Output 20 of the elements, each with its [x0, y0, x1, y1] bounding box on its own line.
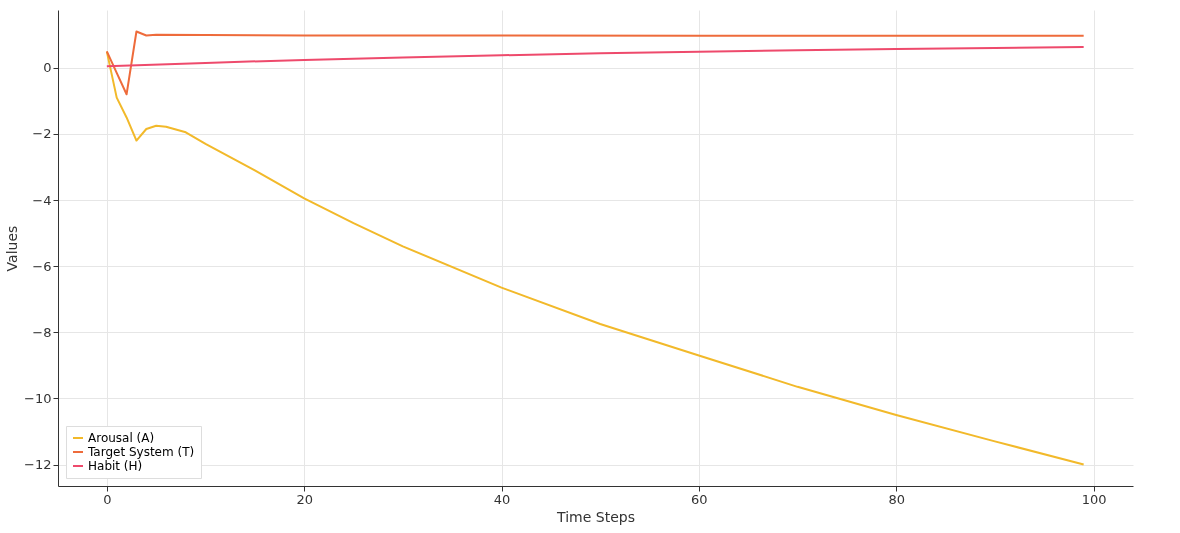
line-series — [105, 46, 1085, 68]
x-axis-title: Time Steps — [556, 508, 635, 525]
x-tick-label: 60 — [691, 491, 708, 507]
y-axis-title: Values — [4, 225, 21, 272]
y-tick-label: −12 — [24, 457, 52, 473]
y-tick-label: −8 — [32, 324, 52, 340]
y-tick-label: −10 — [24, 390, 52, 406]
x-tick-label: 80 — [888, 491, 905, 507]
legend-label: Habit (H) — [88, 459, 143, 473]
legend-label: Arousal (A) — [88, 431, 155, 445]
y-tick-label: −2 — [32, 126, 52, 142]
x-tick-label: 20 — [296, 491, 313, 507]
y-tick-label: −4 — [32, 192, 52, 208]
x-tick-label: 40 — [493, 491, 511, 507]
y-tick-label: 0 — [43, 60, 52, 76]
x-tick-label: 0 — [103, 491, 112, 507]
legend-label: Target System (T) — [87, 445, 195, 459]
line-series — [105, 30, 1085, 96]
y-tick-label: −6 — [32, 258, 52, 274]
x-tick-label: 100 — [1081, 491, 1107, 507]
